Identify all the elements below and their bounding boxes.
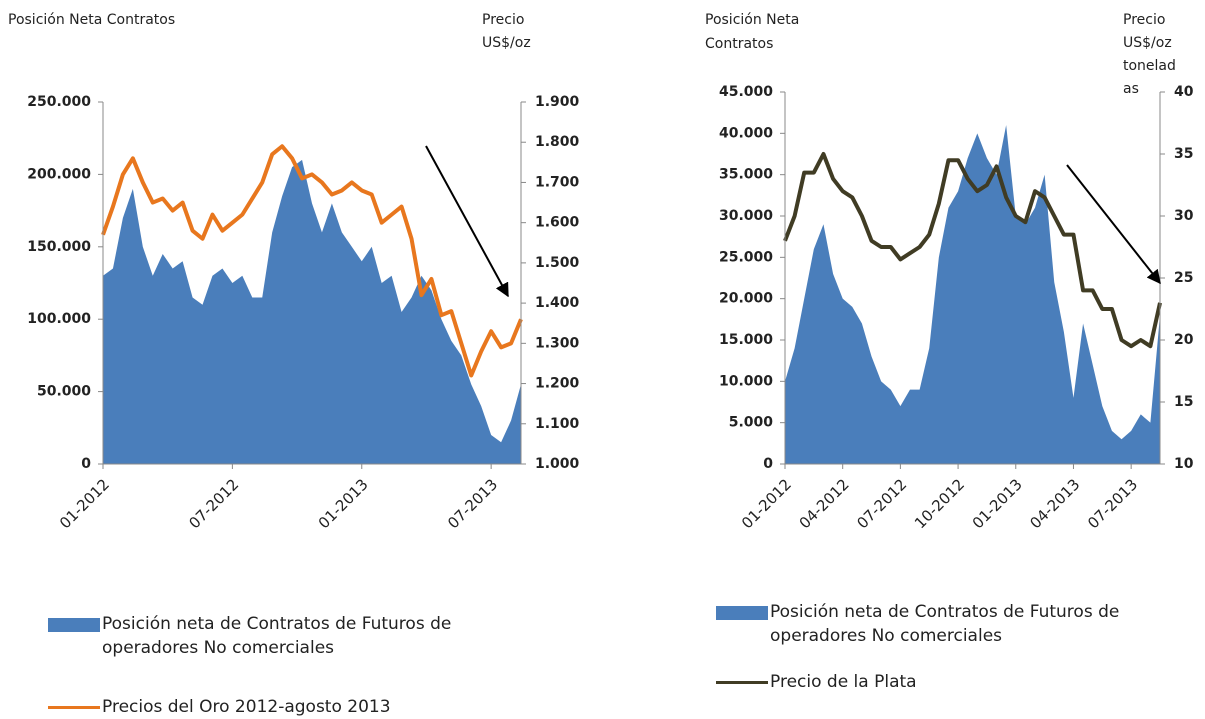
y2-axis-title: as <box>1123 81 1139 97</box>
legend-label: Posición neta de Contratos de Futuros de… <box>770 602 1120 646</box>
legend-label: Precios del Oro 2012-agosto 2013 <box>102 697 391 717</box>
y2-axis-title: tonelad <box>1123 58 1176 74</box>
x-tick-label: 04-2013 <box>1026 475 1083 532</box>
y2-axis-title: US$/oz <box>1123 35 1172 51</box>
y2-tick-label: 1.300 <box>535 335 580 351</box>
x-tick-label: 01-2013 <box>315 475 372 532</box>
legend-label: Precio de la Plata <box>770 672 917 692</box>
legend-item: Precios del Oro 2012-agosto 2013 <box>48 695 538 719</box>
y2-tick-label: 20 <box>1174 332 1194 348</box>
y-tick-label: 25.000 <box>719 249 773 265</box>
trend-arrow <box>1066 164 1161 285</box>
area <box>103 159 521 465</box>
y-tick-label: 10.000 <box>719 373 773 389</box>
y-tick-label: 50.000 <box>37 384 91 400</box>
y2-tick-label: 30 <box>1174 208 1194 224</box>
y-tick-label: 20.000 <box>719 291 773 307</box>
x-tick-label: 07-2012 <box>185 475 242 532</box>
y-tick-label: 30.000 <box>719 208 773 224</box>
x-tick-label: 01-2013 <box>969 475 1026 532</box>
y-axis-title: Contratos <box>705 36 773 52</box>
y-axis-title: Posición Neta <box>705 12 799 28</box>
trend-arrow <box>425 145 509 298</box>
y2-axis-title: Precio <box>1123 12 1165 28</box>
x-tick-label: 07-2013 <box>444 475 501 532</box>
y-tick-label: 5.000 <box>729 415 774 431</box>
y2-tick-label: 40 <box>1174 84 1194 100</box>
y-tick-label: 150.000 <box>27 239 91 255</box>
y-tick-label: 40.000 <box>719 125 773 141</box>
y2-axis-title: Precio <box>482 12 524 28</box>
y-tick-label: 15.000 <box>719 332 773 348</box>
x-tick-label: 01-2012 <box>56 475 113 532</box>
y-tick-label: 200.000 <box>27 166 91 182</box>
x-tick-label: 07-2013 <box>1084 475 1141 532</box>
y-tick-label: 0 <box>81 456 91 472</box>
legend-swatch <box>716 681 768 684</box>
x-tick-label: 10-2012 <box>911 475 968 532</box>
y2-tick-label: 1.400 <box>535 295 580 311</box>
area <box>785 125 1160 465</box>
x-tick-label: 01-2012 <box>738 475 795 532</box>
x-tick-label: 04-2012 <box>796 475 853 532</box>
y-tick-label: 45.000 <box>719 84 773 100</box>
y-tick-label: 250.000 <box>27 94 91 110</box>
y2-tick-label: 1.600 <box>535 215 580 231</box>
y-tick-label: 35.000 <box>719 167 773 183</box>
y2-axis-title: US$/oz <box>482 35 531 51</box>
y2-tick-label: 25 <box>1174 270 1193 286</box>
y-axis-title: Posición Neta Contratos <box>8 12 175 28</box>
legend-swatch <box>716 606 768 620</box>
y2-tick-label: 1.000 <box>535 456 580 472</box>
legend-item: Posición neta de Contratos de Futuros de… <box>716 600 1186 648</box>
y-tick-label: 0 <box>763 456 773 472</box>
y2-tick-label: 1.700 <box>535 174 580 190</box>
y2-tick-label: 1.100 <box>535 416 580 432</box>
y2-tick-label: 35 <box>1174 146 1193 162</box>
legend-swatch <box>48 618 100 632</box>
y2-tick-label: 1.800 <box>535 134 580 150</box>
legend-label: Posición neta de Contratos de Futuros de… <box>102 614 452 658</box>
line <box>783 152 1162 349</box>
y2-tick-label: 15 <box>1174 394 1193 410</box>
y2-tick-label: 1.500 <box>535 255 580 271</box>
legend-item: Posición neta de Contratos de Futuros de… <box>48 612 538 660</box>
y2-tick-label: 1.200 <box>535 376 580 392</box>
legend-item: Precio de la Plata <box>716 670 1186 694</box>
y-tick-label: 100.000 <box>27 311 91 327</box>
x-tick-label: 07-2012 <box>853 475 910 532</box>
y2-tick-label: 10 <box>1174 456 1194 472</box>
line <box>101 144 523 378</box>
y2-tick-label: 1.900 <box>535 94 580 110</box>
legend-swatch <box>48 706 100 709</box>
